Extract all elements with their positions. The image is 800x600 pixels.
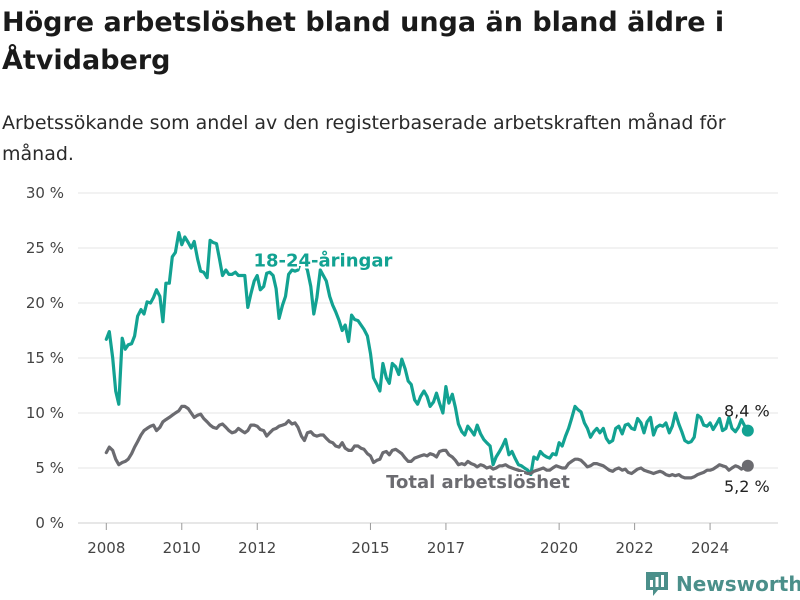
x-tick-label: 2022	[616, 539, 654, 557]
series-labels: 8,4 % 5,2 % 18-24-åringar Total arbetslöshe…	[251, 248, 770, 496]
x-tick-label: 2017	[427, 539, 465, 557]
series-end-label: 5,2 %	[724, 477, 770, 496]
x-tick-label: 2020	[540, 539, 578, 557]
y-tick-label: 15 %	[26, 349, 64, 367]
y-tick-label: 10 %	[26, 404, 64, 422]
newsworthy-logo: Newsworthy	[645, 570, 800, 598]
y-tick-label: 25 %	[26, 239, 64, 257]
x-axis-ticks: 2008 2010 2012 2015 2017 2020 2022 2024	[87, 523, 729, 557]
series-end-point	[741, 459, 754, 472]
newsworthy-logo-icon	[646, 572, 668, 596]
x-tick-label: 2012	[238, 539, 276, 557]
series-end-point	[741, 424, 754, 437]
total-series-line	[104, 404, 750, 480]
chart-subtitle: Arbetssökande som andel av den registerb…	[2, 112, 726, 165]
series-end-label: 8,4 %	[724, 402, 770, 421]
x-tick-label: 2008	[87, 539, 125, 557]
youth-series-line	[104, 231, 750, 477]
x-tick-label: 2010	[163, 539, 201, 557]
series-lines	[104, 231, 754, 480]
brand-name: Newsworthy	[676, 572, 800, 596]
chart-title: Högre arbetslöshet bland unga än bland ä…	[2, 7, 725, 76]
y-tick-label: 20 %	[26, 294, 64, 312]
y-tick-label: 30 %	[26, 184, 64, 202]
gridlines	[78, 192, 778, 524]
x-tick-label: 2024	[691, 539, 729, 557]
y-tick-label: 5 %	[35, 459, 64, 477]
y-tick-label: 0 %	[35, 514, 64, 532]
y-axis-ticks: 0 % 5 % 10 % 15 % 20 % 25 % 30 %	[26, 184, 64, 532]
total-series-label: Total arbetslöshet	[386, 472, 570, 493]
x-tick-label: 2015	[351, 539, 389, 557]
youth-series-label: 18-24-åringar	[253, 250, 392, 272]
